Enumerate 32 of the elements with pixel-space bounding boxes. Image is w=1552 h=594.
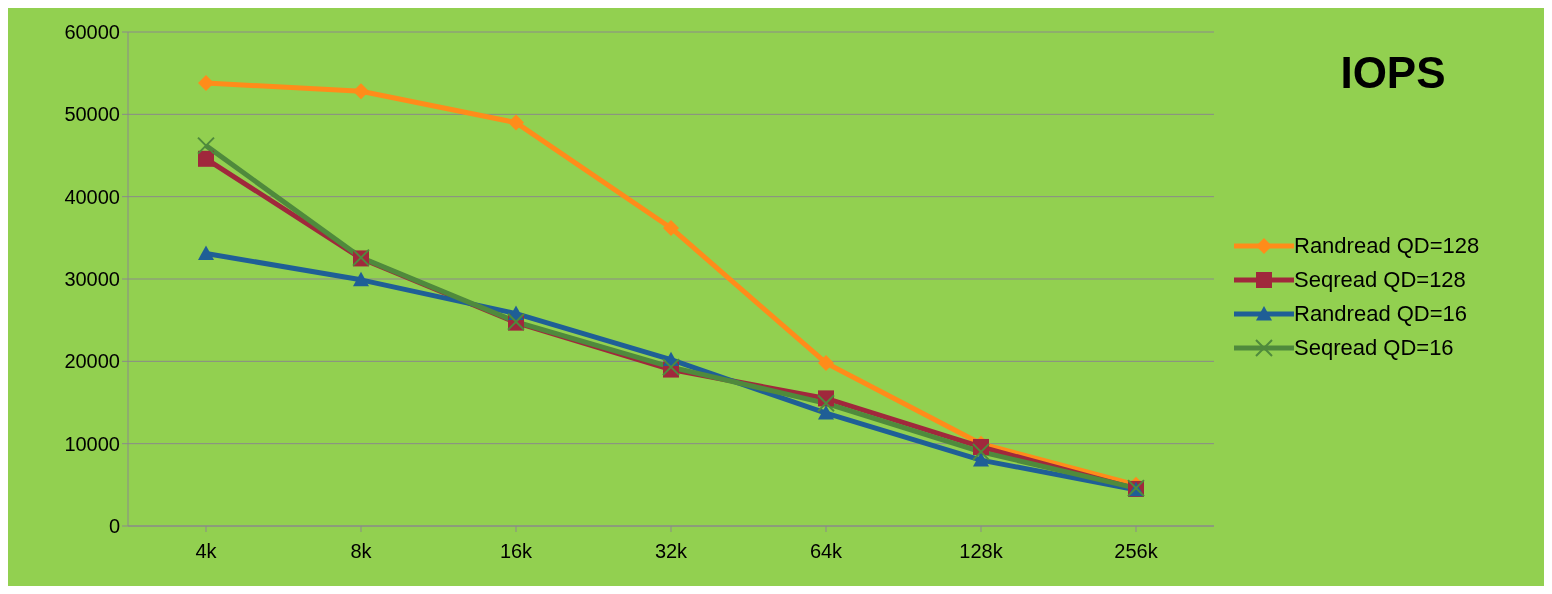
- point: [353, 271, 369, 287]
- y-tick-label: 30000: [64, 268, 120, 291]
- legend-label: Randread QD=16: [1294, 301, 1468, 327]
- point: [197, 136, 215, 155]
- x-tick-label: 128k: [959, 540, 1004, 563]
- x-tick-label: 32k: [654, 540, 689, 563]
- point: [353, 83, 369, 100]
- text: IOPS: [1339, 48, 1447, 98]
- x-tick-label: 64k: [809, 540, 844, 563]
- point: [817, 394, 835, 413]
- point: [663, 219, 679, 236]
- point: [198, 245, 214, 260]
- x-tick-label: 16k: [499, 540, 534, 563]
- point: [818, 354, 834, 371]
- legend-label: Randread QD=128: [1294, 233, 1480, 259]
- x-tick-label: 8k: [350, 540, 373, 563]
- legend-label: Seqread QD=128: [1294, 267, 1466, 293]
- y-tick-label: 40000: [64, 185, 120, 208]
- y-tick-label: 10000: [64, 432, 120, 455]
- legend-label: Seqread QD=16: [1294, 335, 1454, 361]
- y-tick-label: 60000: [64, 21, 120, 44]
- point: [973, 452, 989, 467]
- point: [972, 442, 990, 461]
- point: [508, 114, 524, 131]
- point: [818, 405, 834, 420]
- y-tick-label: 0: [108, 515, 120, 538]
- y-tick-label: 50000: [64, 103, 120, 126]
- y-tick-label: 20000: [64, 350, 120, 373]
- x-tick-label: 256k: [1114, 540, 1159, 563]
- x-tick-label: 4k: [195, 540, 218, 563]
- point: [198, 75, 214, 92]
- point: [198, 150, 214, 167]
